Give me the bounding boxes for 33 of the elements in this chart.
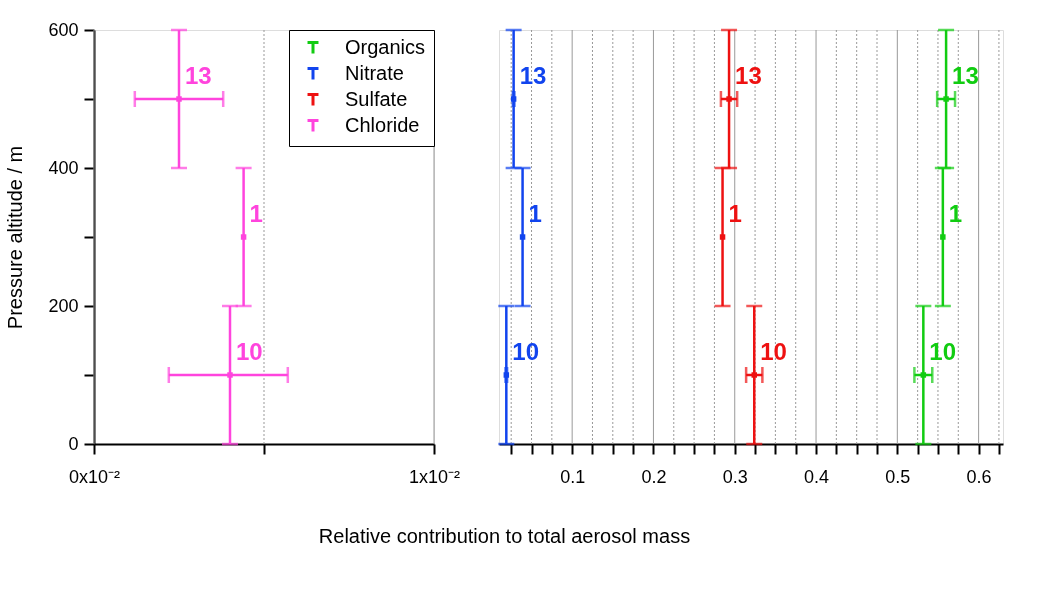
annotation: 13 — [735, 62, 762, 89]
point — [240, 234, 247, 240]
x-tick-label: 0.6 — [966, 466, 992, 487]
legend-label: Organics — [345, 36, 426, 58]
y-axis-title: Pressure altitude / m — [4, 145, 27, 330]
annotation: 1 — [249, 200, 263, 227]
y-tick-label: 400 — [48, 157, 79, 178]
legend-label: Nitrate — [345, 62, 404, 84]
annotation: 10 — [236, 338, 263, 365]
annotation: 13 — [952, 62, 979, 89]
annotation: 1 — [728, 200, 742, 227]
legend-label: Sulfate — [345, 88, 408, 110]
x-tick-label: 0.4 — [804, 466, 830, 487]
annotation: 10 — [760, 338, 787, 365]
legend-label: Chloride — [345, 114, 420, 136]
annotation: 13 — [185, 62, 212, 89]
annotation: 13 — [519, 62, 547, 89]
x-tick-label: 0.5 — [885, 466, 911, 487]
x-axis-title: Relative contribution to total aerosol mass — [318, 524, 691, 547]
annotation: 1 — [948, 200, 963, 227]
x-tick-label: 0.1 — [560, 466, 586, 487]
x-tick-label: 0x10⁻² — [68, 466, 121, 487]
annotation: 1 — [528, 200, 542, 227]
y-tick-label: 0 — [68, 433, 79, 454]
y-tick-label: 200 — [48, 295, 79, 316]
annotation: 10 — [929, 338, 957, 365]
y-tick-label: 600 — [48, 19, 79, 40]
point — [227, 372, 233, 378]
x-tick-label: 0.3 — [722, 466, 748, 487]
annotation: 10 — [512, 338, 540, 365]
point — [176, 96, 182, 102]
x-tick-label: 1x10⁻² — [408, 466, 461, 487]
x-tick-label: 0.2 — [641, 466, 667, 487]
